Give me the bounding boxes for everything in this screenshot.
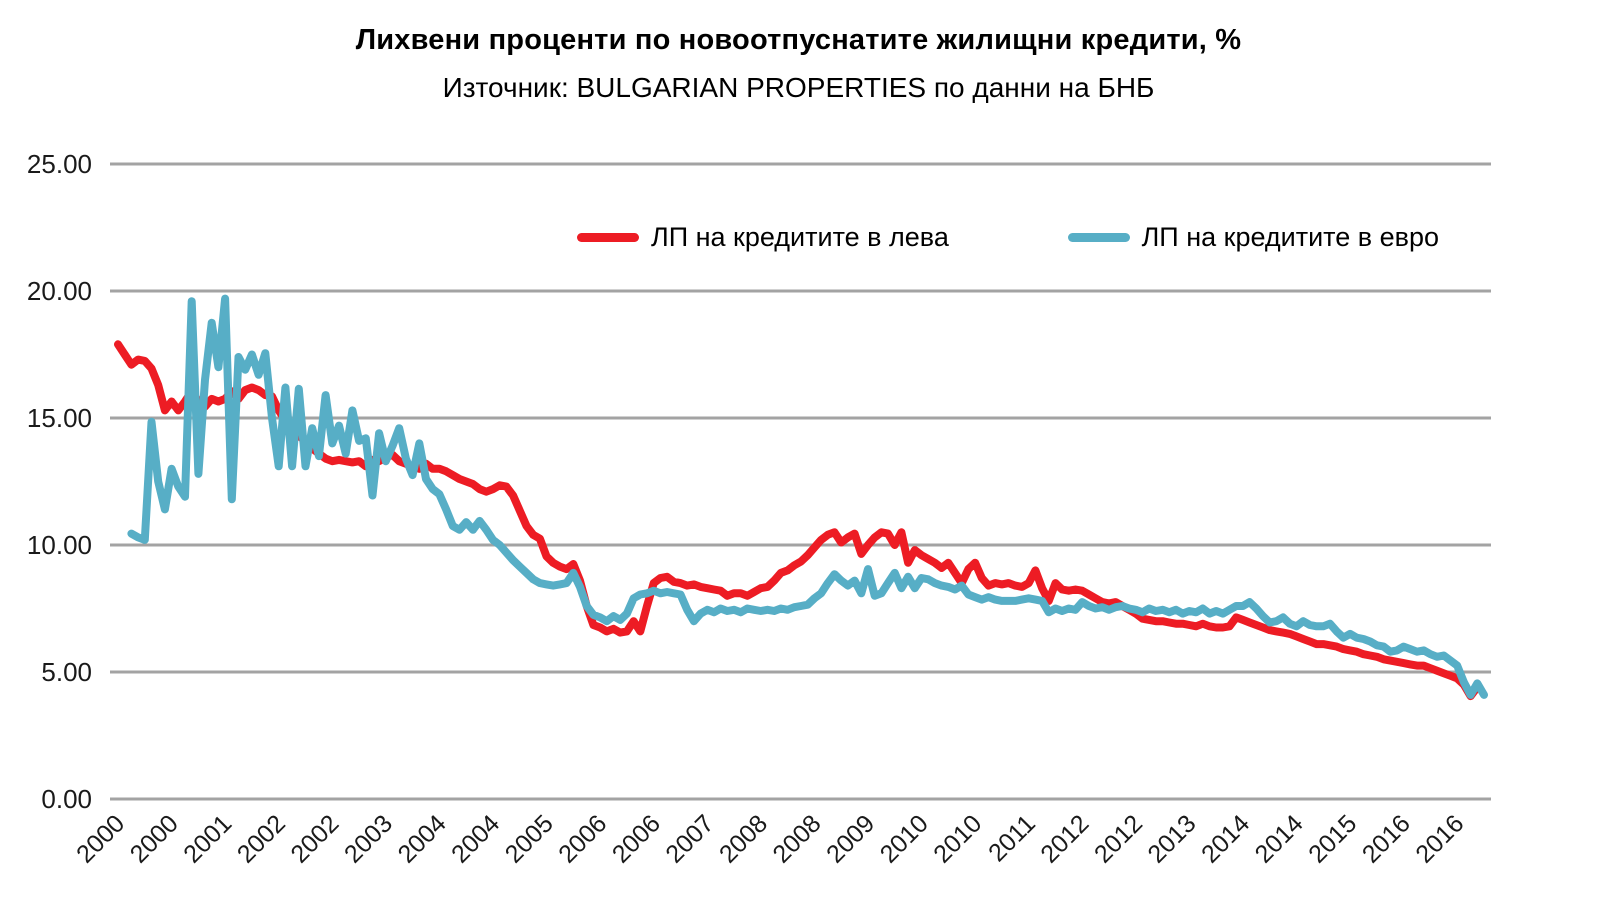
x-axis-tick-label: 2014	[1250, 809, 1309, 868]
y-axis-tick-label: 10.00	[27, 530, 92, 560]
x-axis-tick-label: 2016	[1410, 809, 1469, 868]
y-axis-tick-label: 20.00	[27, 276, 92, 306]
x-axis-tick-label: 2013	[1142, 809, 1201, 868]
x-axis-tick-label: 2015	[1303, 809, 1362, 868]
x-axis-tick-label: 2005	[500, 809, 559, 868]
x-axis-tick-label: 2000	[125, 809, 184, 868]
legend-label-leva: ЛП на кредитите в лева	[651, 222, 949, 252]
chart-title: Лихвени проценти по новоотпуснатите жили…	[355, 24, 1242, 56]
series-line-leva	[114, 340, 1482, 701]
x-axis-tick-label: 2007	[660, 809, 719, 868]
chart-subtitle: Източник: BULGARIAN PROPERTIES по данни …	[442, 72, 1155, 103]
y-axis-tick-label: 0.00	[41, 784, 92, 814]
legend-label-evro: ЛП на кредитите в евро	[1141, 222, 1439, 252]
x-axis-tick-label: 2009	[821, 809, 880, 868]
x-axis-tick-label: 2004	[446, 809, 505, 868]
x-axis-tick-label: 2012	[1089, 809, 1148, 868]
x-axis-tick-label: 2002	[285, 809, 344, 868]
x-axis-tick-label: 2006	[553, 809, 612, 868]
series-line-evro	[127, 294, 1488, 699]
x-axis-tick-label: 2011	[983, 809, 1041, 867]
chart-legend: ЛП на кредитите в лева ЛП на кредитите в…	[577, 222, 1439, 253]
x-axis-tick-label: 2012	[1035, 809, 1094, 868]
x-axis-tick-label: 2006	[607, 809, 666, 868]
y-axis-tick-label: 5.00	[41, 657, 92, 687]
legend-item-evro: ЛП на кредитите в евро	[1067, 222, 1439, 253]
y-axis-tick-label: 25.00	[27, 149, 92, 179]
x-axis-tick-label: 2008	[768, 809, 827, 868]
y-axis-tick-label: 15.00	[27, 403, 92, 433]
x-axis-tick-label: 2004	[393, 809, 452, 868]
legend-swatch-leva-icon	[577, 233, 639, 242]
x-axis-tick-label: 2008	[714, 809, 773, 868]
x-axis-tick-label: 2014	[1196, 809, 1255, 868]
x-axis-tick-label: 2016	[1357, 809, 1416, 868]
x-axis-tick-label: 2010	[875, 809, 934, 868]
x-axis-tick-label: 2001	[178, 809, 237, 868]
legend-item-leva: ЛП на кредитите в лева	[577, 222, 949, 253]
legend-swatch-evro-icon	[1067, 233, 1130, 242]
x-axis-tick-label: 2010	[928, 809, 987, 868]
x-axis-tick-label: 2003	[339, 809, 398, 868]
x-axis-tick-label: 2000	[71, 809, 130, 868]
x-axis-tick-label: 2002	[232, 809, 291, 868]
